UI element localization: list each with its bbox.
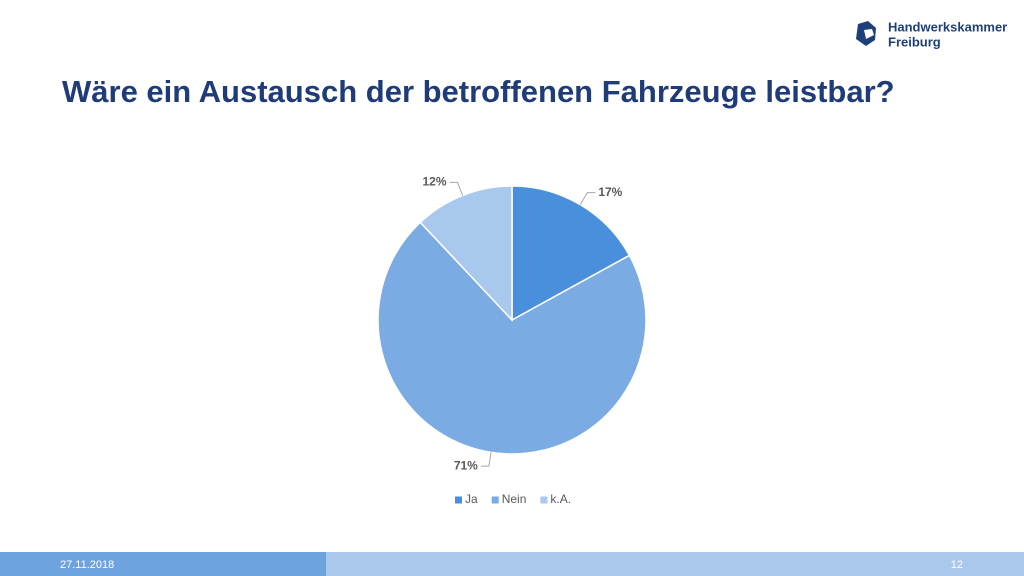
data-label: 17% bbox=[598, 185, 622, 199]
logo: Handwerkskammer Freiburg bbox=[856, 19, 1007, 49]
pie-slice bbox=[511, 185, 631, 322]
legend-swatch bbox=[491, 496, 499, 504]
footer-bar-left bbox=[0, 552, 326, 576]
footer-page: 12 bbox=[951, 559, 963, 571]
footer-date: 27.11.2018 bbox=[60, 559, 114, 571]
logo-icon-inner bbox=[864, 29, 874, 39]
data-label: 12% bbox=[422, 175, 446, 189]
leader-line bbox=[480, 452, 492, 467]
legend-label: k.A. bbox=[550, 492, 571, 506]
legend-swatch bbox=[540, 496, 548, 504]
slide-title: Wäre ein Austausch der betroffenen Fahrz… bbox=[62, 74, 895, 109]
legend-label: Ja bbox=[465, 492, 478, 506]
logo-line: Freiburg bbox=[888, 34, 941, 49]
legend: Ja Nein k.A. bbox=[455, 492, 571, 506]
legend-label: Nein bbox=[502, 492, 527, 506]
logo-line: Handwerkskammer bbox=[888, 19, 1007, 34]
data-label: 71% bbox=[454, 458, 478, 472]
footer-bar-right bbox=[326, 552, 1024, 576]
leader-line bbox=[449, 181, 464, 196]
pie: 17% 71% 12% bbox=[377, 175, 647, 472]
pie-slice bbox=[419, 185, 513, 322]
legend-swatch bbox=[455, 496, 462, 504]
leader-line bbox=[579, 192, 596, 205]
